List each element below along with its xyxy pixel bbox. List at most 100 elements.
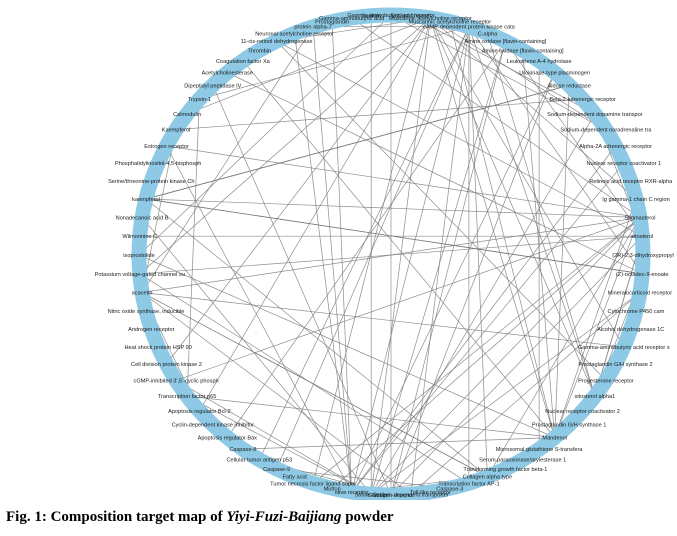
- network-edge: [227, 40, 506, 438]
- network-edge: [199, 26, 469, 100]
- network-edge: [145, 198, 488, 477]
- node-label: Cytochrome P450 cam: [608, 309, 665, 315]
- caption-italic: Yiyi-Fuzi-Baijiang: [226, 509, 342, 525]
- node-label: Beta-2 adrenergic receptor: [549, 97, 616, 103]
- node-label: Cell division protein kinase 2: [131, 362, 202, 368]
- network-edge: [390, 14, 607, 130]
- network-edge: [276, 26, 470, 469]
- network-figure: Gamma-aminobutyric acid receptor Sodium c…: [95, 7, 674, 500]
- node-label: Stigmasterol: [624, 216, 655, 222]
- node-label: acacetin: [132, 291, 153, 297]
- network-edge: [351, 26, 470, 493]
- node-label: Fatty acid: [282, 475, 306, 481]
- node-label: Acetylcholinesterase: [202, 71, 253, 77]
- network-edge: [186, 17, 431, 115]
- network-edge: [138, 254, 555, 438]
- network-edge: [554, 217, 641, 438]
- node-label: Cellular tumor antigen p53: [226, 458, 292, 464]
- network-edge: [522, 50, 556, 438]
- node-label: kaempferol: [132, 197, 160, 203]
- node-label: Wilmorinine C: [122, 234, 157, 240]
- node-label: Gamma-aminobutyric acid: [319, 16, 384, 22]
- network-edge: [145, 198, 643, 275]
- node-label: Calmodulin: [173, 112, 201, 118]
- node-label: Serine/threonine-protein kinase Ch: [108, 179, 194, 185]
- node-label: Solute carrier: [355, 492, 388, 498]
- network-edge: [141, 129, 177, 293]
- node-label: Ig gamma-1 chain C region: [602, 197, 669, 203]
- network-edge: [199, 17, 431, 412]
- node-label: Kaempferol: [162, 128, 191, 134]
- node-label: Prostaglandin G/H synthase 1: [532, 423, 606, 429]
- node-label: Trypsin-1: [188, 97, 211, 103]
- network-edge: [141, 292, 488, 478]
- node-label: Prostaglandin: [315, 20, 349, 26]
- node-label: isoprostolide: [123, 253, 154, 259]
- network-edge: [139, 235, 643, 275]
- node-label: Glucagon receptor: [368, 493, 414, 499]
- network-edge: [390, 41, 506, 496]
- node-label: Transforming growth factor beta-1: [463, 467, 547, 473]
- node-label: Mutton: [324, 486, 341, 492]
- network-edge: [351, 145, 616, 493]
- node-label: Aldose reductase: [548, 83, 591, 89]
- node-label: Progesterone receptor: [578, 378, 634, 384]
- node-label: Transcription factor p65: [158, 394, 217, 400]
- network-edge: [410, 15, 596, 115]
- network-edge: [242, 60, 555, 438]
- network-edge: [227, 72, 643, 275]
- network-edge: [187, 395, 555, 438]
- node-label: Sodium: [362, 14, 381, 20]
- node-label: Caspase-8: [229, 447, 256, 453]
- network-edge: [186, 395, 372, 495]
- network-edge: [142, 292, 624, 348]
- network-edge: [331, 21, 352, 493]
- network-edge: [430, 17, 625, 347]
- node-label: Toll-like receptor: [410, 490, 451, 496]
- network-edge: [351, 17, 641, 218]
- network-edge: [186, 99, 200, 397]
- network-edge: [145, 198, 640, 218]
- caption-suffix: powder: [341, 509, 394, 525]
- figure-caption: Fig. 1: Composition target map of Yiyi-F…: [6, 509, 676, 526]
- network-edge: [139, 273, 470, 484]
- node-label: Apoptosis regulator Bcl-2: [168, 409, 231, 415]
- node-label: Collagen alpha type: [463, 475, 512, 481]
- network-edge: [166, 17, 431, 365]
- node-label: olive receptor: [335, 490, 369, 496]
- node-label: Transcription factor AP-1: [438, 481, 499, 487]
- network-edge: [554, 198, 637, 438]
- node-label: Thrombin: [247, 48, 271, 54]
- node-label: Phosphatidylinositol-4,5-bisphosph: [115, 161, 201, 167]
- node-label: 11-cis-retinol dehydrogenase: [241, 39, 313, 45]
- network-edge: [276, 40, 643, 237]
- node-label: Leukotriene A-4 hydrolase: [507, 59, 572, 65]
- network-edge: [370, 217, 641, 495]
- network-edge: [294, 33, 352, 493]
- node-label: Amine oxidase [flavin-containing]: [465, 39, 547, 45]
- caption-prefix: Fig. 1: Composition target map of: [6, 509, 227, 525]
- network-edge: [370, 292, 641, 495]
- node-label: Nitric oxide synthase, inducible: [108, 309, 185, 315]
- node-label: Gamma-aminobutyric acid receptor: [347, 13, 434, 19]
- node-label: Mineralocorticoid receptor: [608, 291, 672, 297]
- node-label: Prostaglandin G/H synthase 2: [578, 362, 652, 368]
- network-edge: [141, 292, 412, 495]
- network-edge: [390, 72, 556, 496]
- network-edge: [370, 113, 596, 495]
- network-edge: [212, 85, 392, 496]
- network-edge: [468, 26, 488, 477]
- network-edge: [176, 98, 583, 130]
- network-edge: [390, 235, 643, 496]
- node-label: Serum paraoxonase/arylesterase 1: [479, 458, 566, 464]
- network-edge: [430, 17, 637, 200]
- node-label: Gamma-aminobutyric acid receptor s: [578, 345, 670, 351]
- network-edge: [141, 217, 372, 495]
- network-edge: [138, 14, 392, 256]
- network-edge: [139, 17, 431, 275]
- node-label: C-alpha: [478, 31, 498, 37]
- node-label: Muscarinic acetylcholine receptor: [408, 20, 491, 26]
- node-label: cAMP-dependent protein kinase cata: [423, 25, 516, 31]
